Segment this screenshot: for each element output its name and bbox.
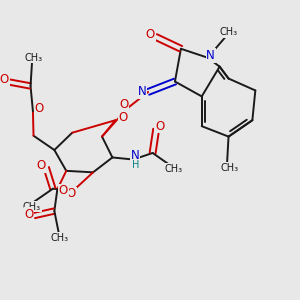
Text: O: O xyxy=(155,120,164,133)
Text: CH₃: CH₃ xyxy=(51,233,69,243)
Text: O: O xyxy=(35,102,44,116)
Text: N: N xyxy=(206,49,215,62)
Text: CH₃: CH₃ xyxy=(23,202,41,212)
Text: O: O xyxy=(118,111,128,124)
Text: O: O xyxy=(59,184,68,197)
Text: O: O xyxy=(146,28,155,41)
Text: O: O xyxy=(0,73,9,86)
Text: O: O xyxy=(119,98,128,111)
Text: O: O xyxy=(24,208,34,220)
Text: CH₃: CH₃ xyxy=(25,53,43,63)
Text: H: H xyxy=(132,160,139,170)
Text: O: O xyxy=(36,159,46,172)
Text: CH₃: CH₃ xyxy=(220,27,238,38)
Text: N: N xyxy=(138,85,147,98)
Text: CH₃: CH₃ xyxy=(221,163,239,173)
Text: CH₃: CH₃ xyxy=(164,164,182,174)
Text: O: O xyxy=(67,187,76,200)
Text: N: N xyxy=(130,149,139,162)
